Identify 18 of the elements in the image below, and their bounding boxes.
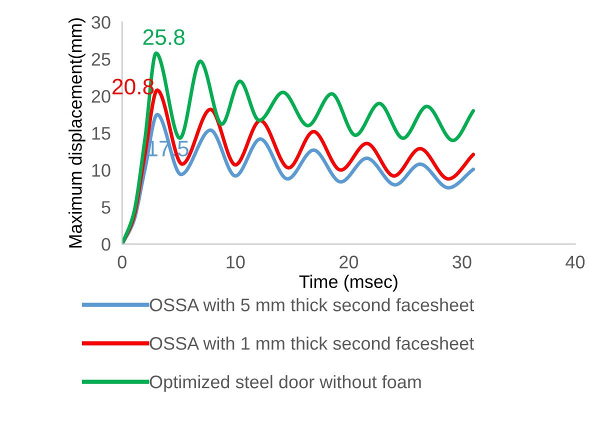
x-tick-label: 40 — [566, 256, 585, 268]
x-tick-label: 20 — [340, 256, 358, 268]
y-tick-label: 25 — [92, 52, 110, 66]
legend-label: OSSA with 1 mm thick second facesheet — [150, 336, 474, 350]
x-tick-label: 0 — [118, 256, 126, 268]
legend-label: OSSA with 5 mm thick second facesheet — [150, 298, 474, 312]
y-tick-label: 5 — [102, 201, 110, 214]
y-tick-label: 30 — [92, 16, 110, 29]
y-tick-label: 20 — [92, 90, 110, 103]
y-tick-label: 10 — [92, 164, 110, 177]
data-label: 25.8 — [143, 29, 185, 46]
legend-label: Optimized steel door without foam — [150, 375, 421, 392]
y-tick-label: 15 — [92, 127, 110, 140]
y-tick-label: 0 — [102, 238, 110, 251]
x-axis-title: Time (msec) — [299, 274, 398, 292]
y-axis-title: Maximum displacement(mm) — [68, 18, 86, 248]
x-tick-label: 30 — [452, 256, 472, 268]
x-tick-label: 10 — [226, 256, 245, 268]
